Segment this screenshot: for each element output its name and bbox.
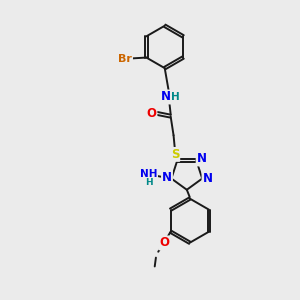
Text: H: H <box>171 92 180 102</box>
Text: NH: NH <box>140 169 158 178</box>
Text: O: O <box>146 107 157 120</box>
Text: N: N <box>160 91 171 103</box>
Text: H: H <box>145 178 152 187</box>
Text: O: O <box>159 236 169 249</box>
Text: N: N <box>162 171 172 184</box>
Text: S: S <box>171 148 179 161</box>
Text: Br: Br <box>118 54 132 64</box>
Text: N: N <box>202 172 212 185</box>
Text: N: N <box>196 152 207 166</box>
